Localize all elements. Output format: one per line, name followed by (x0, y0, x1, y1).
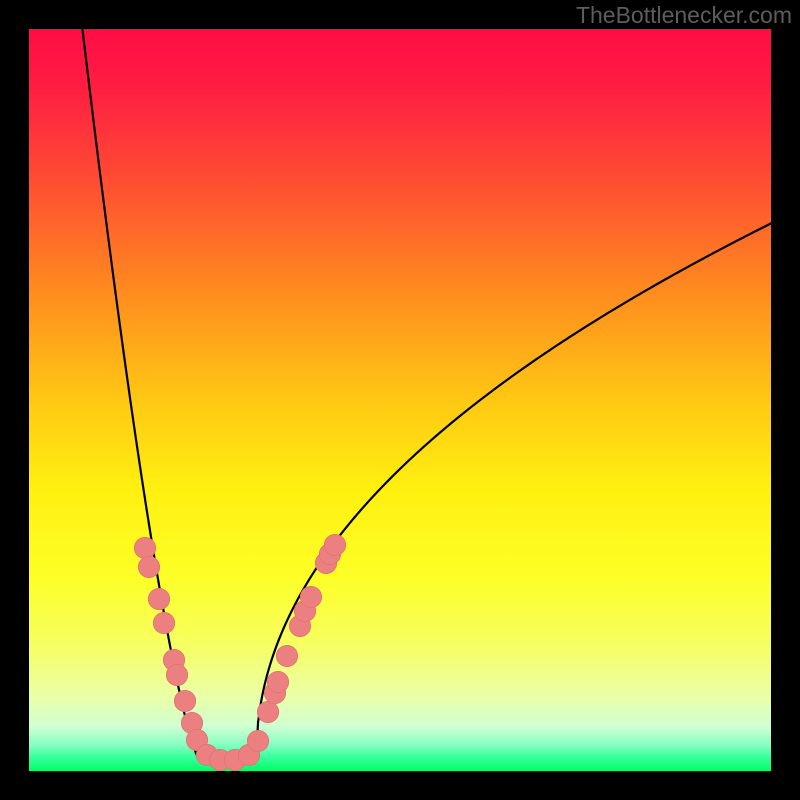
data-point (148, 588, 170, 610)
data-point (324, 534, 346, 556)
data-point (276, 645, 298, 667)
plot-background-gradient (29, 29, 771, 771)
plot-area (29, 29, 771, 771)
watermark-text: TheBottlenecker.com (576, 2, 792, 29)
data-point (138, 556, 160, 578)
data-point (300, 586, 322, 608)
data-point (247, 730, 269, 752)
data-point (174, 690, 196, 712)
chart-container: TheBottlenecker.com (0, 0, 800, 800)
data-point (153, 612, 175, 634)
data-point (267, 671, 289, 693)
data-point (166, 664, 188, 686)
